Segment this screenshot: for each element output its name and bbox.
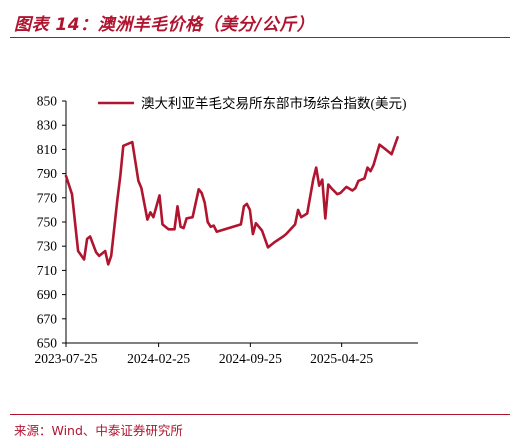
data-point (369, 170, 372, 172)
data-point (324, 217, 327, 220)
data-point (282, 235, 284, 238)
data-point (212, 224, 215, 227)
data-point (327, 183, 330, 186)
data-point (384, 148, 387, 151)
data-point (110, 255, 112, 257)
data-point (104, 250, 106, 252)
source-divider (10, 414, 510, 415)
data-point (215, 230, 218, 233)
data-point (140, 187, 143, 189)
data-point (203, 201, 206, 204)
data-point (137, 180, 140, 182)
data-point (339, 192, 342, 194)
data-point (182, 227, 185, 229)
data-point (185, 217, 188, 220)
data-point (372, 164, 375, 166)
data-point (261, 229, 263, 232)
figure-title: 图表 14：澳洲羊毛价格（美分/公斤） (14, 15, 315, 35)
y-tick-label: 750 (37, 215, 58, 230)
data-point (167, 228, 170, 231)
y-tick-label: 710 (37, 263, 58, 278)
data-point (390, 153, 393, 155)
data-point (191, 216, 194, 218)
data-point (294, 223, 296, 226)
data-point (149, 211, 152, 214)
data-point (255, 222, 257, 224)
data-point (345, 186, 348, 188)
y-tick-label: 830 (37, 118, 58, 133)
x-tick-label: 2024-09-25 (219, 351, 282, 366)
data-point (122, 145, 125, 147)
y-tick-label: 850 (37, 94, 58, 109)
data-point (86, 238, 88, 240)
data-point (312, 178, 315, 181)
source-note: 来源：Wind、中泰证券研究所 (14, 423, 183, 438)
data-point (363, 177, 366, 180)
data-point (366, 166, 369, 169)
y-tick-label: 670 (37, 311, 58, 326)
x-tick-label: 2025-04-25 (310, 351, 373, 366)
data-point (351, 189, 354, 192)
y-tick-label: 690 (37, 287, 58, 302)
y-tick-label: 650 (37, 336, 58, 351)
data-point (267, 246, 269, 249)
title-divider (10, 37, 510, 38)
legend-label: 澳大利亚羊毛交易所东部市场综合指数(美元) (141, 95, 407, 111)
chart-ticks: 650 670 690 710 730 750 770 790 810 830 850 2023-07… (35, 94, 374, 367)
data-point (315, 166, 318, 169)
data-point (330, 187, 333, 189)
data-point (146, 218, 149, 221)
data-point (285, 233, 287, 235)
data-point (158, 194, 161, 197)
data-point (116, 199, 119, 201)
data-point (209, 226, 212, 228)
data-point (321, 178, 324, 181)
x-tick-label: 2023-07-25 (35, 351, 98, 366)
data-point (65, 175, 67, 177)
y-tick-label: 770 (37, 190, 58, 205)
data-point (273, 241, 275, 244)
data-point (83, 258, 85, 261)
data-point (318, 184, 321, 187)
data-point (240, 223, 242, 226)
data-point (119, 175, 122, 177)
data-point (98, 255, 100, 257)
x-tick-label: 2024-02-25 (127, 351, 190, 366)
chart-series (64, 136, 399, 266)
data-point (249, 209, 251, 211)
data-point (252, 233, 254, 235)
data-point (354, 187, 357, 189)
data-point (71, 193, 73, 195)
data-point (336, 193, 339, 195)
data-point (197, 188, 200, 191)
wool-price-line-chart: 650 670 690 710 730 750 770 790 810 830 850 2023-07… (35, 94, 418, 367)
data-point (161, 223, 164, 226)
data-point (131, 141, 134, 143)
data-point (200, 192, 203, 194)
data-point (243, 205, 245, 208)
data-point (152, 216, 155, 218)
data-point (300, 216, 303, 218)
data-point (176, 205, 179, 208)
data-point (179, 226, 182, 228)
y-tick-label: 790 (37, 166, 58, 181)
y-tick-label: 810 (37, 142, 58, 157)
data-point (206, 221, 209, 223)
chart-legend: 澳大利亚羊毛交易所东部市场综合指数(美元) (98, 95, 407, 111)
data-point (173, 228, 176, 231)
data-point (297, 209, 299, 211)
data-point (107, 263, 109, 266)
data-point (95, 251, 97, 254)
data-point (396, 136, 399, 139)
data-point (378, 143, 381, 146)
data-point (306, 212, 309, 215)
series-line (64, 136, 399, 266)
data-point (89, 235, 91, 238)
data-point (357, 180, 360, 182)
data-point (246, 203, 248, 205)
data-point (77, 250, 79, 252)
y-tick-label: 730 (37, 239, 58, 254)
